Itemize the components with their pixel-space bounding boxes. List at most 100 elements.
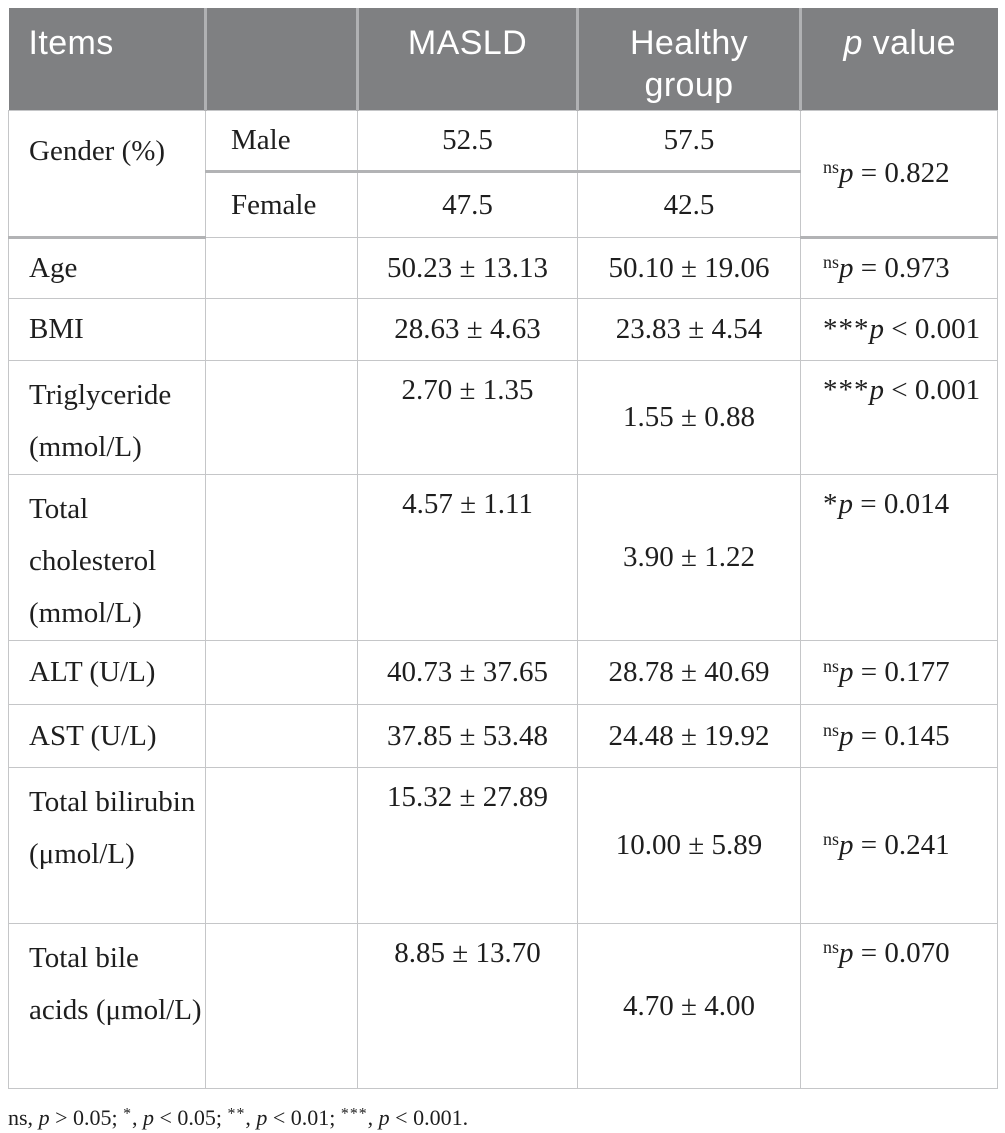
footnote-text: , bbox=[132, 1104, 144, 1130]
healthy-total-cholesterol: 3.90 ± 1.22 bbox=[577, 473, 801, 641]
footnote-text: < 0.001. bbox=[389, 1104, 469, 1130]
masld-triglyceride: 2.70 ± 1.35 bbox=[357, 359, 578, 475]
masld-total-bile-acids: 8.85 ± 13.70 bbox=[357, 922, 578, 1089]
significance-stars: *** bbox=[823, 313, 870, 345]
footnote-text: < 0.01; bbox=[267, 1104, 341, 1130]
p-value-total-bilirubin: nsp = 0.241 bbox=[800, 766, 998, 924]
item-triglyceride: Triglyceride (mmol/L) bbox=[8, 359, 206, 475]
footnote-text: , bbox=[367, 1104, 379, 1130]
masld-gender-female: 47.5 bbox=[357, 170, 578, 238]
p-symbol: p bbox=[838, 252, 854, 284]
footnote-star: * bbox=[123, 1104, 133, 1122]
footnote-ns: ns, bbox=[8, 1104, 39, 1130]
row-gender-male: Gender (%) Male 52.5 57.5 nsp = 0.822 bbox=[8, 109, 998, 239]
footnote-text: > 0.05; bbox=[49, 1104, 124, 1130]
table-footnote: ns, p > 0.05; *, p < 0.05; **, p < 0.01;… bbox=[8, 1103, 997, 1133]
row-ast: AST (U/L) 37.85 ± 53.48 24.48 ± 19.92 ns… bbox=[8, 703, 998, 768]
p-value-text: < 0.001 bbox=[884, 313, 981, 345]
row-triglyceride: Triglyceride (mmol/L) 2.70 ± 1.35 1.55 ±… bbox=[8, 359, 998, 475]
p-symbol: p bbox=[838, 157, 854, 189]
item-total-bilirubin: Total bilirubin (μmol/L) bbox=[8, 766, 206, 924]
significance-marker: ns bbox=[823, 829, 839, 850]
row-bmi: BMI 28.63 ± 4.63 23.83 ± 4.54 ***p < 0.0… bbox=[8, 297, 998, 361]
p-value-text: = 0.973 bbox=[853, 252, 950, 284]
sub-bmi bbox=[205, 297, 358, 361]
sub-ast bbox=[205, 703, 358, 768]
sub-male: Male bbox=[205, 109, 358, 173]
header-p-value: p value bbox=[799, 8, 998, 110]
sub-total-bilirubin bbox=[205, 766, 358, 924]
footnote-text: , bbox=[245, 1104, 257, 1130]
healthy-total-bilirubin: 10.00 ± 5.89 bbox=[577, 766, 801, 924]
p-symbol: p bbox=[378, 1104, 390, 1130]
healthy-ast: 24.48 ± 19.92 bbox=[577, 703, 801, 768]
p-value-text: = 0.145 bbox=[853, 719, 950, 752]
sub-total-cholesterol bbox=[205, 473, 358, 641]
healthy-bmi: 23.83 ± 4.54 bbox=[577, 297, 801, 361]
header-sub-empty bbox=[204, 8, 358, 110]
masld-ast: 37.85 ± 53.48 bbox=[357, 703, 578, 768]
p-symbol: p bbox=[838, 719, 854, 752]
item-age: Age bbox=[8, 236, 206, 299]
p-value-total-cholesterol: *p = 0.014 bbox=[800, 473, 998, 641]
p-value-age: nsp = 0.973 bbox=[800, 236, 998, 299]
row-total-bile-acids: Total bile acids (μmol/L) 8.85 ± 13.70 4… bbox=[8, 922, 998, 1089]
significance-marker: ns bbox=[823, 252, 839, 273]
item-total-cholesterol: Total cholesterol (mmol/L) bbox=[8, 473, 206, 641]
masld-age: 50.23 ± 13.13 bbox=[357, 236, 578, 299]
p-value-text: = 0.070 bbox=[853, 936, 950, 969]
significance-marker: ns bbox=[823, 157, 839, 178]
p-symbol: p bbox=[869, 373, 885, 406]
p-symbol: p bbox=[838, 936, 854, 969]
significance-marker: ns bbox=[823, 719, 839, 740]
p-symbol: p bbox=[869, 313, 885, 345]
significance-marker: ns bbox=[823, 656, 839, 677]
item-gender: Gender (%) bbox=[8, 109, 206, 239]
masld-total-bilirubin: 15.32 ± 27.89 bbox=[357, 766, 578, 924]
p-value-text: = 0.822 bbox=[853, 157, 950, 189]
p-value-text: = 0.014 bbox=[853, 487, 950, 520]
p-symbol: p bbox=[143, 1104, 155, 1130]
header-row: Items MASLD Healthy group p value bbox=[8, 8, 998, 110]
header-healthy-group: Healthy group bbox=[576, 8, 801, 110]
healthy-gender-male: 57.5 bbox=[577, 109, 801, 173]
p-symbol: p bbox=[838, 487, 854, 520]
p-value-label: value bbox=[862, 24, 956, 62]
p-value-text: = 0.177 bbox=[853, 656, 950, 688]
healthy-age: 50.10 ± 19.06 bbox=[577, 236, 801, 299]
sub-female: Female bbox=[205, 170, 358, 238]
masld-total-cholesterol: 4.57 ± 1.11 bbox=[357, 473, 578, 641]
sub-age bbox=[205, 236, 358, 299]
masld-alt: 40.73 ± 37.65 bbox=[357, 639, 578, 705]
p-value-text: < 0.001 bbox=[884, 373, 981, 406]
sub-total-bile-acids bbox=[205, 922, 358, 1089]
footnote-text: < 0.05; bbox=[154, 1104, 228, 1130]
baseline-characteristics-table: Items MASLD Healthy group p value Gender… bbox=[8, 8, 998, 1089]
masld-bmi: 28.63 ± 4.63 bbox=[357, 297, 578, 361]
p-symbol: p bbox=[38, 1104, 50, 1130]
p-symbol: p bbox=[256, 1104, 268, 1130]
p-value-triglyceride: ***p < 0.001 bbox=[800, 359, 998, 475]
p-symbol: p bbox=[838, 656, 854, 688]
healthy-total-bile-acids: 4.70 ± 4.00 bbox=[577, 922, 801, 1089]
healthy-gender-female: 42.5 bbox=[577, 170, 801, 238]
header-items: Items bbox=[8, 8, 206, 110]
significance-marker: ns bbox=[823, 936, 839, 957]
significance-stars: *** bbox=[823, 373, 870, 406]
row-age: Age 50.23 ± 13.13 50.10 ± 19.06 nsp = 0.… bbox=[8, 236, 998, 299]
footnote-star: *** bbox=[340, 1104, 368, 1122]
healthy-alt: 28.78 ± 40.69 bbox=[577, 639, 801, 705]
p-symbol: p bbox=[838, 829, 854, 861]
header-masld: MASLD bbox=[356, 8, 578, 110]
row-total-bilirubin: Total bilirubin (μmol/L) 15.32 ± 27.89 1… bbox=[8, 766, 998, 924]
masld-gender-male: 52.5 bbox=[357, 109, 578, 173]
p-value-total-bile-acids: nsp = 0.070 bbox=[800, 922, 998, 1089]
item-total-bile-acids: Total bile acids (μmol/L) bbox=[8, 922, 206, 1089]
footnote-star: ** bbox=[227, 1104, 246, 1122]
significance-stars: * bbox=[823, 487, 839, 520]
item-ast: AST (U/L) bbox=[8, 703, 206, 768]
p-value-ast: nsp = 0.145 bbox=[800, 703, 998, 768]
p-symbol: p bbox=[843, 24, 863, 62]
p-value-alt: nsp = 0.177 bbox=[800, 639, 998, 705]
item-alt: ALT (U/L) bbox=[8, 639, 206, 705]
